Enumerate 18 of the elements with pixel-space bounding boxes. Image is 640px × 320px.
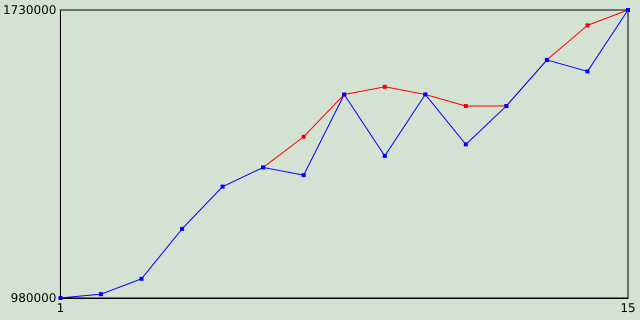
y-tick-label: 1730000 xyxy=(2,3,56,17)
point xyxy=(382,154,387,158)
point xyxy=(302,173,306,178)
x-tick-label: 15 xyxy=(620,301,636,315)
point xyxy=(220,184,225,189)
point xyxy=(98,292,103,296)
point xyxy=(464,142,468,146)
point xyxy=(464,104,468,108)
y-tick-label: 980000 xyxy=(10,291,56,305)
point xyxy=(58,296,62,300)
point xyxy=(180,226,184,231)
line-series xyxy=(58,8,630,300)
point xyxy=(140,276,144,281)
x-tick-label: 1 xyxy=(56,301,64,315)
point xyxy=(302,134,306,139)
point xyxy=(382,84,387,89)
point xyxy=(585,23,590,28)
point xyxy=(585,69,590,74)
